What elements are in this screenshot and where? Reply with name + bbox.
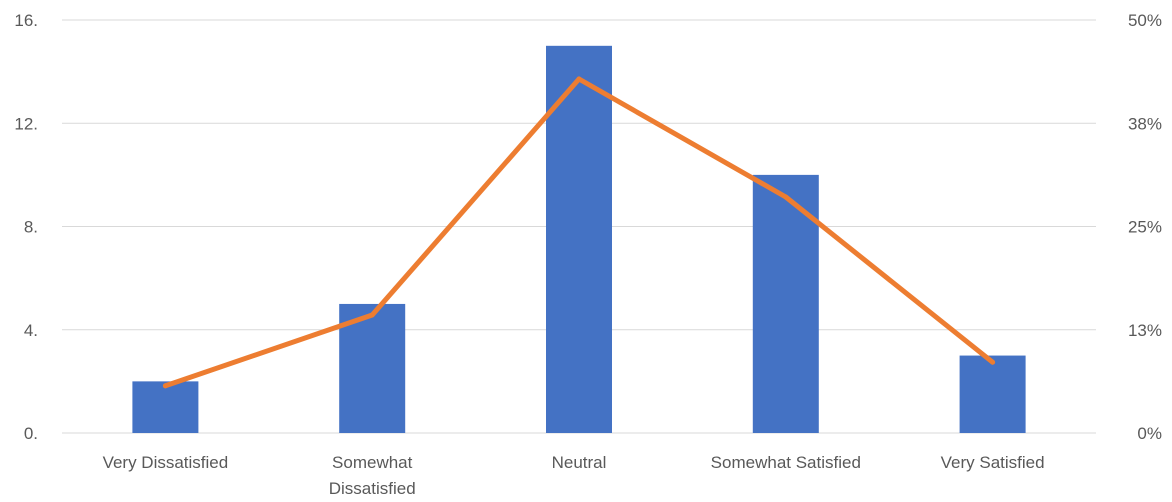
bar [132,381,199,433]
category-label: Somewhat Satisfied [711,453,861,472]
right-tick-label: 25% [1128,218,1162,237]
bar [752,174,819,433]
category-label: Somewhat Dissatisfied [329,453,416,498]
right-tick-label: 38% [1128,114,1162,133]
left-tick-label: 16. [14,11,38,30]
category-label: Neutral [552,453,607,472]
bar-series [132,45,1026,433]
left-tick-label: 0. [24,424,38,443]
line-point [783,194,789,200]
right-tick-label: 13% [1128,321,1162,340]
line-point [369,312,375,318]
line-point [162,383,168,389]
category-label: Very Dissatisfied [103,453,229,472]
right-tick-label: 50% [1128,11,1162,30]
bar [546,45,612,433]
left-axis-ticks: 0. 4. 8. 12. 16. [14,11,38,443]
line-point [990,359,996,365]
bar [959,355,1026,433]
line-series [162,76,996,389]
left-tick-label: 12. [14,114,38,133]
right-tick-label: 0% [1137,424,1162,443]
category-axis: Very Dissatisfied Somewhat Dissatisfied Neu… [103,453,1045,498]
left-tick-label: 4. [24,321,38,340]
bar [339,303,406,433]
line-point [576,76,582,82]
left-tick-label: 8. [24,218,38,237]
category-label: Very Satisfied [941,453,1045,472]
right-axis-ticks: 0% 13% 25% 38% 50% [1128,11,1162,443]
